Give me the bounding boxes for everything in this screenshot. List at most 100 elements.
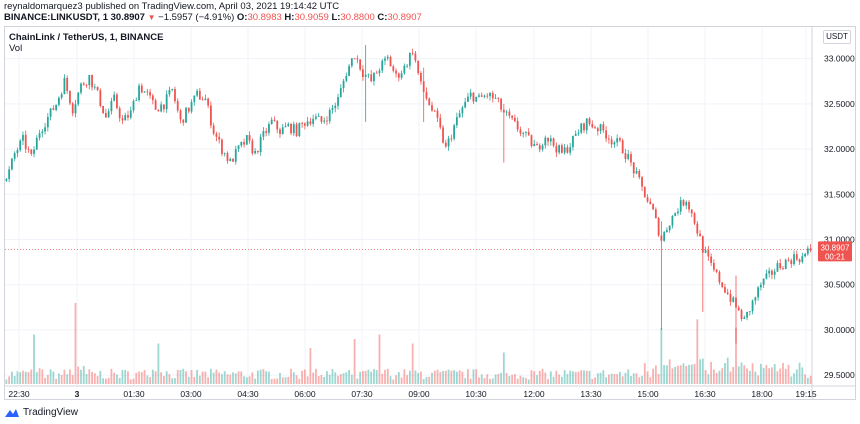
candle-body: [621, 140, 624, 154]
candle-body: [151, 95, 154, 101]
candle-body: [771, 270, 773, 275]
candle-body: [538, 145, 541, 150]
candle-body: [502, 109, 505, 113]
volume-bar: [563, 370, 566, 384]
candle-body: [408, 52, 411, 66]
volume-bar: [370, 371, 373, 384]
volume-bar: [759, 363, 762, 384]
candle-body: [66, 77, 69, 91]
candle-body: [414, 53, 417, 61]
candle-body: [782, 268, 784, 270]
volume-bar: [57, 373, 60, 384]
candle-body: [102, 105, 105, 114]
candle-body: [57, 97, 60, 105]
volume-bar: [268, 371, 270, 384]
volume-bar: [11, 371, 13, 384]
volume-bar: [373, 368, 375, 384]
volume-bar: [301, 370, 303, 384]
time-tick-label: 06:00: [294, 389, 316, 399]
volume-bar: [146, 375, 149, 384]
candle-body: [8, 169, 11, 180]
candle-body: [793, 254, 795, 265]
volume-bar: [549, 371, 552, 384]
volume-bar: [196, 369, 198, 384]
candle-body: [331, 108, 334, 110]
candle-body: [577, 132, 580, 134]
candle-body: [41, 131, 44, 134]
volume-bar: [406, 375, 409, 384]
volume-bar: [508, 375, 511, 384]
time-tick-label: 15:00: [637, 389, 659, 399]
candle-body: [809, 248, 812, 251]
candle-body: [411, 52, 414, 54]
candle-body: [406, 65, 409, 67]
candle-body: [110, 100, 113, 112]
volume-bar: [784, 368, 787, 384]
volume-bar: [414, 370, 417, 384]
candle-body: [527, 132, 530, 136]
currency-unit-button[interactable]: USDT: [823, 30, 851, 44]
candle-body: [359, 59, 362, 70]
chart-frame[interactable]: [4, 26, 856, 400]
tradingview-footer[interactable]: TradingView: [4, 407, 78, 418]
volume-bar: [806, 377, 809, 384]
candle-body: [732, 297, 735, 302]
volume-bar: [682, 363, 685, 384]
candle-body: [677, 211, 679, 214]
candle-body: [22, 134, 24, 141]
volume-bar: [408, 370, 411, 384]
volume-bar: [544, 372, 547, 384]
candle-body: [298, 123, 301, 137]
volume-bar: [96, 375, 99, 384]
candle-body: [475, 96, 478, 102]
volume-bar: [30, 369, 33, 384]
candle-body: [99, 90, 102, 106]
volume-bar: [176, 369, 179, 384]
candle-body: [303, 123, 306, 126]
volume-bar: [38, 368, 41, 384]
volume-bar: [497, 373, 500, 384]
candle-body: [804, 253, 806, 257]
high-label: H:: [284, 12, 295, 23]
candle-body: [715, 269, 718, 272]
candle-body: [375, 72, 378, 74]
countdown-badge-value: 00:21: [825, 252, 846, 261]
candle-body: [334, 105, 337, 109]
volume-bar: [779, 368, 782, 384]
candle-body: [171, 89, 174, 90]
volume-bar: [386, 368, 389, 384]
time-tick-label: 16:30: [694, 389, 716, 399]
volume-bar: [596, 373, 599, 384]
volume-bar: [635, 373, 638, 384]
volume-bar: [121, 369, 124, 384]
volume-bar: [641, 375, 643, 384]
candle-body: [143, 91, 146, 93]
price-tick-label: 33.0000: [824, 54, 855, 64]
volume-bar: [696, 319, 699, 384]
candle-body: [135, 100, 138, 101]
volume-bar: [527, 379, 530, 384]
candle-body: [754, 297, 757, 301]
candle-body: [226, 153, 229, 161]
candle-body: [104, 113, 107, 118]
volume-bar: [129, 379, 132, 384]
candle-body: [201, 99, 204, 101]
candle-body: [596, 128, 599, 132]
candle-body: [356, 58, 359, 60]
volume-bar: [505, 372, 508, 384]
candle-body: [757, 287, 760, 298]
volume-bar: [124, 369, 127, 384]
candle-body: [746, 311, 748, 318]
volume-bar: [685, 365, 688, 384]
volume-bar: [35, 372, 38, 384]
volume-bar: [367, 369, 370, 384]
candle-body: [480, 95, 483, 97]
publish-info: reynaldomarquez3 published on TradingVie…: [4, 1, 339, 12]
candle-body: [497, 97, 500, 99]
volume-bar: [538, 370, 541, 384]
candle-body: [666, 230, 668, 233]
candle-body: [652, 204, 654, 210]
volume-bar: [616, 374, 619, 384]
candle-body: [710, 256, 713, 263]
